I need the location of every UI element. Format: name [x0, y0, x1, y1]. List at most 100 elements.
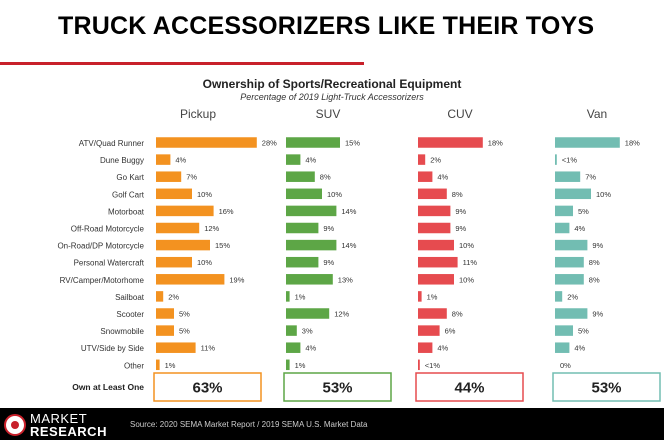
data-label-pickup-sailboat: 2%	[168, 292, 179, 301]
bar-suv-other	[286, 359, 290, 371]
data-label-pickup-dune-buggy: 4%	[175, 156, 186, 165]
bar-van-atv-quad-runner	[555, 137, 620, 148]
bar-van-scooter	[555, 308, 588, 319]
bar-cuv-off-road-motorcycle	[418, 222, 451, 234]
bar-cuv-atv-quad-runner	[418, 137, 483, 148]
column-header-van: Van	[587, 107, 607, 121]
data-label-suv-other: 1%	[295, 361, 306, 370]
data-label-pickup-utv-side-by-side: 11%	[201, 344, 216, 353]
bar-suv-off-road-motorcycle	[286, 222, 319, 234]
data-label-cuv-rv-camper-motorhome: 10%	[459, 275, 474, 284]
bar-cuv-sailboat	[418, 291, 422, 302]
bar-cuv-on-road-dp-motorcycle	[418, 239, 454, 251]
data-label-suv-utv-side-by-side: 4%	[305, 344, 316, 353]
data-label-cuv-golf-cart: 8%	[452, 190, 463, 199]
category-label-sailboat: Sailboat	[115, 293, 145, 302]
data-label-suv-off-road-motorcycle: 9%	[323, 224, 334, 233]
bar-suv-sailboat	[286, 291, 290, 302]
category-label-other: Other	[124, 361, 144, 370]
bar-suv-rv-camper-motorhome	[286, 274, 333, 285]
bar-van-rv-camper-motorhome	[555, 274, 584, 285]
data-label-cuv-dune-buggy: 2%	[430, 156, 441, 165]
total-box-cuv	[415, 372, 524, 402]
bar-pickup-on-road-dp-motorcycle	[156, 239, 210, 251]
bar-suv-snowmobile	[286, 325, 297, 336]
footer: MARKET RESEARCH Source: 2020 SEMA Market…	[0, 408, 664, 440]
bar-van-on-road-dp-motorcycle	[555, 239, 588, 251]
data-label-pickup-golf-cart: 10%	[197, 190, 212, 199]
column-header-cuv: CUV	[447, 107, 472, 121]
data-label-pickup-personal-watercraft: 10%	[197, 258, 212, 267]
data-label-van-scooter: 9%	[592, 310, 603, 319]
bar-pickup-snowmobile	[156, 325, 174, 336]
bar-suv-motorboat	[286, 205, 337, 217]
category-label-off-road-motorcycle: Off-Road Motorcycle	[71, 225, 145, 234]
bar-van-utv-side-by-side	[555, 342, 570, 353]
bar-pickup-dune-buggy	[156, 154, 171, 165]
source-note: Source: 2020 SEMA Market Report / 2019 S…	[130, 420, 368, 429]
data-label-suv-sailboat: 1%	[295, 292, 306, 301]
bar-suv-personal-watercraft	[286, 256, 319, 268]
data-label-cuv-utv-side-by-side: 4%	[437, 344, 448, 353]
data-label-suv-go-kart: 8%	[320, 173, 331, 182]
data-label-suv-personal-watercraft: 9%	[323, 258, 334, 267]
data-label-van-utv-side-by-side: 4%	[574, 344, 585, 353]
bar-van-snowmobile	[555, 325, 573, 336]
data-label-suv-rv-camper-motorhome: 13%	[338, 275, 353, 284]
bar-van-sailboat	[555, 291, 563, 302]
data-label-cuv-scooter: 8%	[452, 310, 463, 319]
bar-suv-go-kart	[286, 171, 315, 182]
data-label-pickup-rv-camper-motorhome: 19%	[229, 275, 244, 284]
data-label-van-dune-buggy: <1%	[562, 156, 578, 165]
data-label-suv-dune-buggy: 4%	[305, 156, 316, 165]
total-value-pickup: 63%	[192, 380, 222, 397]
bar-cuv-personal-watercraft	[418, 256, 458, 268]
total-value-van: 53%	[591, 380, 621, 397]
bar-cuv-go-kart	[418, 171, 433, 182]
logo-text-research: RESEARCH	[30, 424, 107, 439]
bar-pickup-scooter	[156, 308, 174, 319]
bar-pickup-personal-watercraft	[156, 256, 192, 268]
data-label-van-rv-camper-motorhome: 8%	[589, 275, 600, 284]
data-label-cuv-go-kart: 4%	[437, 173, 448, 182]
data-label-pickup-off-road-motorcycle: 12%	[204, 224, 219, 233]
bar-van-off-road-motorcycle	[555, 222, 570, 234]
bar-cuv-other	[418, 359, 420, 371]
data-label-suv-motorboat: 14%	[341, 207, 356, 216]
data-label-cuv-snowmobile: 6%	[445, 327, 456, 336]
bar-van-go-kart	[555, 171, 581, 182]
category-label-rv-camper-motorhome: RV/Camper/Motorhome	[60, 276, 145, 285]
bar-pickup-other	[156, 359, 160, 371]
bar-pickup-rv-camper-motorhome	[156, 274, 225, 285]
bar-van-golf-cart	[555, 188, 591, 200]
bar-cuv-rv-camper-motorhome	[418, 274, 454, 285]
bar-cuv-scooter	[418, 308, 447, 319]
bar-cuv-snowmobile	[418, 325, 440, 336]
data-label-cuv-motorboat: 9%	[455, 207, 466, 216]
data-label-suv-snowmobile: 3%	[302, 327, 313, 336]
category-label-scooter: Scooter	[116, 310, 144, 319]
total-row-label: Own at Least One	[72, 382, 144, 392]
total-value-suv: 53%	[322, 380, 352, 397]
data-label-pickup-atv-quad-runner: 28%	[262, 139, 277, 148]
data-label-cuv-personal-watercraft: 11%	[463, 258, 478, 267]
bar-suv-atv-quad-runner	[286, 137, 340, 148]
bar-van-dune-buggy	[555, 154, 557, 165]
bar-chart: ATV/Quad Runner Dune Buggy Go Kart Golf Car…	[57, 107, 661, 402]
title-rule	[0, 62, 364, 65]
category-label-golf-cart: Golf Cart	[112, 190, 145, 199]
bar-suv-golf-cart	[286, 188, 322, 200]
headline: TRUCK ACCESSORIZERS LIKE THEIR TOYS	[58, 12, 595, 40]
column-header-suv: SUV	[316, 107, 341, 121]
bar-pickup-go-kart	[156, 171, 182, 182]
data-label-cuv-sailboat: 1%	[427, 292, 438, 301]
category-label-snowmobile: Snowmobile	[100, 327, 144, 336]
data-label-cuv-atv-quad-runner: 18%	[488, 139, 503, 148]
data-label-van-other: 0%	[560, 361, 571, 370]
data-label-cuv-on-road-dp-motorcycle: 10%	[459, 241, 474, 250]
data-label-suv-golf-cart: 10%	[327, 190, 342, 199]
data-label-pickup-snowmobile: 5%	[179, 327, 190, 336]
bar-cuv-golf-cart	[418, 188, 447, 200]
data-label-van-motorboat: 5%	[578, 207, 589, 216]
category-label-motorboat: Motorboat	[108, 207, 145, 216]
